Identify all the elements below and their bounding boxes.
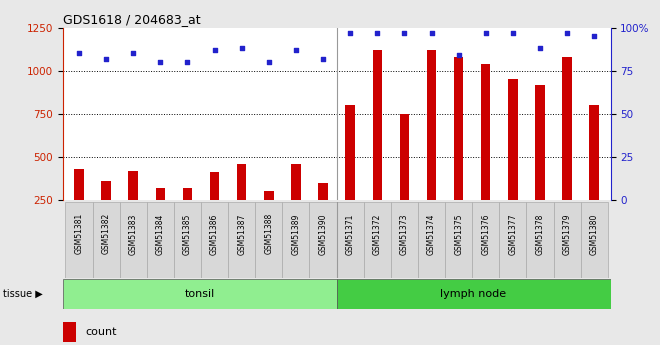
Bar [472, 202, 500, 278]
Bar [364, 202, 391, 278]
Bar [156, 188, 165, 200]
Text: GDS1618 / 204683_at: GDS1618 / 204683_at [63, 13, 201, 27]
Text: GSM51375: GSM51375 [454, 213, 463, 255]
Bar [92, 202, 119, 278]
Bar [581, 202, 608, 278]
Bar [481, 64, 490, 200]
Point [453, 52, 464, 58]
Bar [282, 202, 310, 278]
Text: GSM51389: GSM51389 [292, 213, 300, 255]
Text: GSM51390: GSM51390 [319, 213, 327, 255]
Bar [129, 171, 138, 200]
Point [317, 56, 328, 61]
Bar [418, 202, 445, 278]
Bar [264, 190, 273, 200]
Point [101, 56, 112, 61]
Bar [63, 322, 76, 342]
Point [480, 30, 491, 36]
Text: GSM51381: GSM51381 [75, 213, 83, 255]
Bar [337, 279, 610, 309]
Point [263, 59, 274, 65]
Text: lymph node: lymph node [440, 289, 507, 299]
Bar [445, 202, 472, 278]
Text: GSM51386: GSM51386 [210, 213, 219, 255]
Bar [391, 202, 418, 278]
Bar [183, 188, 192, 200]
Point [508, 30, 518, 36]
Bar [237, 164, 246, 200]
Bar [102, 181, 111, 200]
Bar [527, 202, 554, 278]
Point [535, 46, 545, 51]
Bar [535, 85, 544, 200]
Bar [554, 202, 581, 278]
Bar [65, 202, 92, 278]
Text: GSM51373: GSM51373 [400, 213, 409, 255]
Point [290, 47, 301, 53]
Bar [508, 79, 517, 200]
Point [426, 30, 437, 36]
Bar [147, 202, 174, 278]
Bar [119, 202, 147, 278]
Text: GSM51371: GSM51371 [346, 213, 354, 255]
Text: tissue ▶: tissue ▶ [3, 289, 43, 299]
Bar [201, 202, 228, 278]
Text: GSM51383: GSM51383 [129, 213, 138, 255]
Text: GSM51376: GSM51376 [481, 213, 490, 255]
Point [209, 47, 220, 53]
Bar [400, 114, 409, 200]
Bar [562, 57, 572, 200]
Text: GSM51380: GSM51380 [590, 213, 599, 255]
Text: GSM51378: GSM51378 [535, 213, 544, 255]
Point [589, 33, 599, 39]
Bar [500, 202, 527, 278]
Bar [74, 169, 84, 200]
Point [399, 30, 410, 36]
Bar [454, 57, 463, 200]
Text: GSM51382: GSM51382 [102, 213, 111, 255]
Text: GSM51372: GSM51372 [373, 213, 381, 255]
Text: count: count [86, 327, 117, 337]
Point [345, 30, 356, 36]
Text: GSM51377: GSM51377 [508, 213, 517, 255]
Point [236, 46, 247, 51]
Bar [427, 50, 436, 200]
Point [128, 51, 139, 56]
Point [372, 30, 383, 36]
Text: GSM51379: GSM51379 [562, 213, 572, 255]
Bar [337, 202, 364, 278]
Point [562, 30, 572, 36]
Text: tonsil: tonsil [185, 289, 214, 299]
Point [74, 51, 84, 56]
Bar [63, 279, 337, 309]
Bar [345, 105, 355, 200]
Text: GSM51384: GSM51384 [156, 213, 165, 255]
Bar [372, 50, 382, 200]
Bar [228, 202, 255, 278]
Text: GSM51374: GSM51374 [427, 213, 436, 255]
Bar [291, 164, 301, 200]
Bar [310, 202, 337, 278]
Text: GSM51387: GSM51387 [237, 213, 246, 255]
Point [182, 59, 193, 65]
Text: GSM51388: GSM51388 [264, 213, 273, 255]
Bar [210, 171, 219, 200]
Point [155, 59, 166, 65]
Bar [589, 105, 599, 200]
Bar [255, 202, 282, 278]
Bar [318, 183, 328, 200]
Text: GSM51385: GSM51385 [183, 213, 192, 255]
Bar [174, 202, 201, 278]
